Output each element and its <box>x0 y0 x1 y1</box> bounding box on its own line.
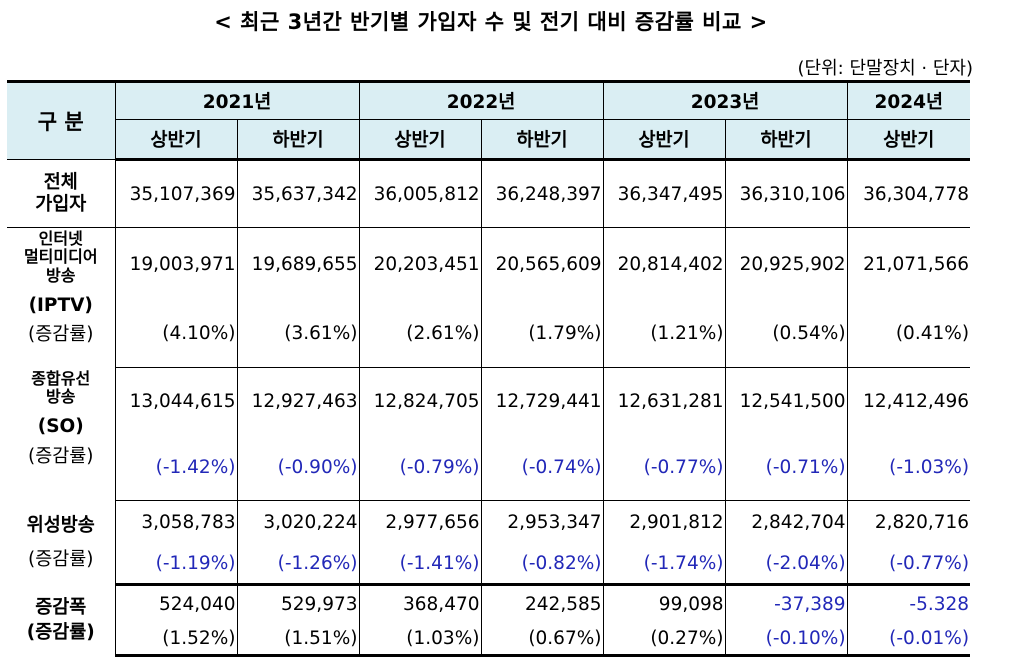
so-rate: (-1.42%) <box>114 434 238 501</box>
satellite-value: 2,842,704 <box>724 500 848 543</box>
satellite-rate: (-0.82%) <box>480 543 604 586</box>
header-half: 상반기 <box>114 119 238 161</box>
page-title: < 최근 3년간 반기별 가입자 수 및 전기 대비 증감률 비교 > <box>214 10 768 34</box>
header-year-2021: 2021년 <box>114 80 360 120</box>
iptv-rate: (3.61%) <box>236 300 360 368</box>
satellite-rate: (-1.19%) <box>114 543 238 586</box>
change-rate: (1.52%) <box>114 622 238 657</box>
total-value: 36,347,495 <box>602 159 726 228</box>
row-label-so: 종합유선 방송 (SO) (증감률) <box>7 367 116 501</box>
table-row: 위성방송 (증감률) 3,058,783 3,020,224 2,977,656… <box>7 500 971 585</box>
satellite-rate: (-1.26%) <box>236 543 360 586</box>
satellite-rate: (-2.04%) <box>724 543 848 586</box>
so-rate: (-0.71%) <box>724 434 848 501</box>
iptv-value: 19,689,655 <box>236 227 360 300</box>
so-rate: (-0.77%) <box>602 434 726 501</box>
change-value: 242,585 <box>480 584 604 622</box>
table-row: 증감폭 (증감률) 524,040 529,973 368,470 242,58… <box>7 584 971 656</box>
iptv-rate: (0.54%) <box>724 300 848 368</box>
satellite-value: 2,901,812 <box>602 500 726 543</box>
total-value: 36,005,812 <box>358 159 482 228</box>
table-row: 전체 가입자 35,107,369 35,637,342 36,005,812 … <box>7 159 971 228</box>
total-value: 36,304,778 <box>846 159 971 228</box>
header-half: 하반기 <box>236 119 360 161</box>
change-value: -37,389 <box>724 584 848 622</box>
so-value: 12,631,281 <box>602 367 726 434</box>
total-value: 35,107,369 <box>114 159 238 228</box>
change-rate: (1.03%) <box>358 622 482 657</box>
total-value: 35,637,342 <box>236 159 360 228</box>
iptv-value: 21,071,566 <box>846 227 971 300</box>
satellite-value: 2,953,347 <box>480 500 604 543</box>
iptv-rate: (0.41%) <box>846 300 971 368</box>
change-value: 524,040 <box>114 584 238 622</box>
satellite-rate: (-1.41%) <box>358 543 482 586</box>
header-half: 하반기 <box>480 119 604 161</box>
table-row: (4.10%) (3.61%) (2.61%) (1.79%) (1.21%) … <box>7 300 971 368</box>
row-label-iptv: 인터넷 멀티미디어 방송 (IPTV) (증감률) <box>7 227 116 368</box>
iptv-rate: (2.61%) <box>358 300 482 368</box>
header-half: 하반기 <box>724 119 848 161</box>
iptv-value: 20,925,902 <box>724 227 848 300</box>
total-value: 36,248,397 <box>480 159 604 228</box>
change-rate: (1.51%) <box>236 622 360 657</box>
change-value: -5.328 <box>846 584 971 622</box>
so-rate: (-0.74%) <box>480 434 604 501</box>
header-year-2024: 2024년 <box>846 80 971 120</box>
satellite-value: 2,820,716 <box>846 500 971 543</box>
so-rate: (-1.03%) <box>846 434 971 501</box>
change-value: 368,470 <box>358 584 482 622</box>
change-value: 99,098 <box>602 584 726 622</box>
change-value: 529,973 <box>236 584 360 622</box>
iptv-value: 20,565,609 <box>480 227 604 300</box>
satellite-value: 3,058,783 <box>114 500 238 543</box>
iptv-rate: (1.79%) <box>480 300 604 368</box>
iptv-value: 20,814,402 <box>602 227 726 300</box>
satellite-rate: (-0.77%) <box>846 543 971 586</box>
unit-note: (단위: 단말장치 · 단자) <box>797 58 973 79</box>
header-gubun: 구 분 <box>7 80 116 160</box>
row-label-satellite: 위성방송 (증감률) <box>7 500 116 585</box>
header-half: 상반기 <box>602 119 726 161</box>
so-value: 12,412,496 <box>846 367 971 434</box>
satellite-value: 3,020,224 <box>236 500 360 543</box>
table-row: (1.52%) (1.51%) (1.03%) (0.67%) (0.27%) … <box>7 622 971 657</box>
iptv-value: 19,003,971 <box>114 227 238 300</box>
change-rate: (-0.10%) <box>724 622 848 657</box>
row-label-change: 증감폭 (증감률) <box>7 584 116 656</box>
satellite-value: 2,977,656 <box>358 500 482 543</box>
header-half: 상반기 <box>846 119 971 161</box>
so-value: 12,729,441 <box>480 367 604 434</box>
iptv-rate: (1.21%) <box>602 300 726 368</box>
change-rate: (0.67%) <box>480 622 604 657</box>
so-value: 13,044,615 <box>114 367 238 434</box>
table-row: (-1.19%) (-1.26%) (-1.41%) (-0.82%) (-1.… <box>7 543 971 586</box>
so-value: 12,927,463 <box>236 367 360 434</box>
satellite-rate: (-1.74%) <box>602 543 726 586</box>
iptv-value: 20,203,451 <box>358 227 482 300</box>
so-value: 12,824,705 <box>358 367 482 434</box>
so-rate: (-0.90%) <box>236 434 360 501</box>
header-year-2023: 2023년 <box>602 80 848 120</box>
so-rate: (-0.79%) <box>358 434 482 501</box>
header-year-2022: 2022년 <box>358 80 604 120</box>
table-row: (-1.42%) (-0.90%) (-0.79%) (-0.74%) (-0.… <box>7 434 971 501</box>
so-value: 12,541,500 <box>724 367 848 434</box>
subscriber-table: 구 분 2021년 2022년 2023년 2024년 상반기 하반기 상반기 … <box>7 80 971 657</box>
table-row: 종합유선 방송 (SO) (증감률) 13,044,615 12,927,463… <box>7 367 971 501</box>
table-row: 인터넷 멀티미디어 방송 (IPTV) (증감률) 19,003,971 19,… <box>7 227 971 368</box>
change-rate: (0.27%) <box>602 622 726 657</box>
header-half: 상반기 <box>358 119 482 161</box>
row-label-total: 전체 가입자 <box>7 159 116 228</box>
iptv-rate: (4.10%) <box>114 300 238 368</box>
change-rate: (-0.01%) <box>846 622 971 657</box>
total-value: 36,310,106 <box>724 159 848 228</box>
